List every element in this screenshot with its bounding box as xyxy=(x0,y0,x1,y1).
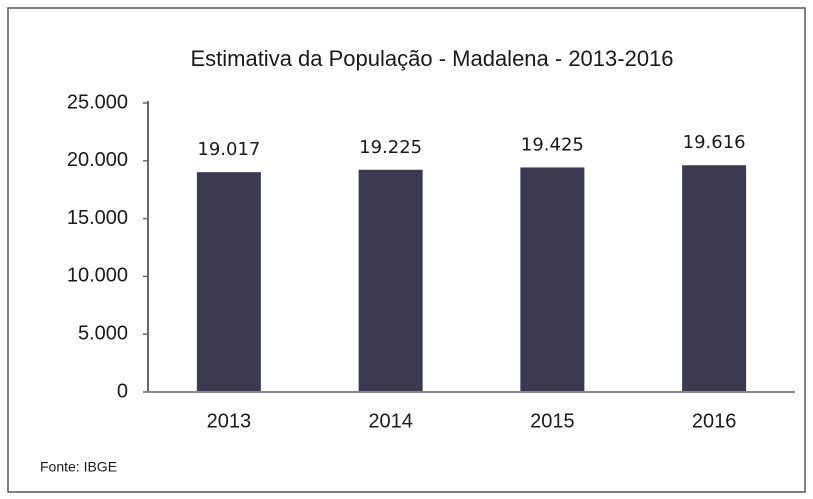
source-note: Fonte: IBGE xyxy=(40,459,117,475)
bar xyxy=(520,167,585,392)
x-tick-label: 2013 xyxy=(207,410,252,432)
y-tick-label: 20.000 xyxy=(67,149,128,171)
x-tick-label: 2016 xyxy=(692,410,737,432)
y-tick-label: 10.000 xyxy=(67,265,128,287)
y-tick-label: 25.000 xyxy=(67,91,128,113)
y-tick-label: 5.000 xyxy=(78,322,128,344)
y-tick-label: 15.000 xyxy=(67,207,128,229)
x-tick-label: 2014 xyxy=(368,410,413,432)
x-tick-label: 2015 xyxy=(530,410,575,432)
bar xyxy=(358,169,423,392)
y-tick-label: 0 xyxy=(117,380,128,402)
bar xyxy=(682,165,747,392)
data-label: 19.225 xyxy=(359,137,422,158)
data-label: 19.017 xyxy=(197,139,260,160)
data-label: 19.425 xyxy=(521,134,584,155)
bar xyxy=(196,172,261,392)
data-label: 19.616 xyxy=(683,132,746,153)
chart-title: Estimativa da População - Madalena - 201… xyxy=(190,46,673,71)
